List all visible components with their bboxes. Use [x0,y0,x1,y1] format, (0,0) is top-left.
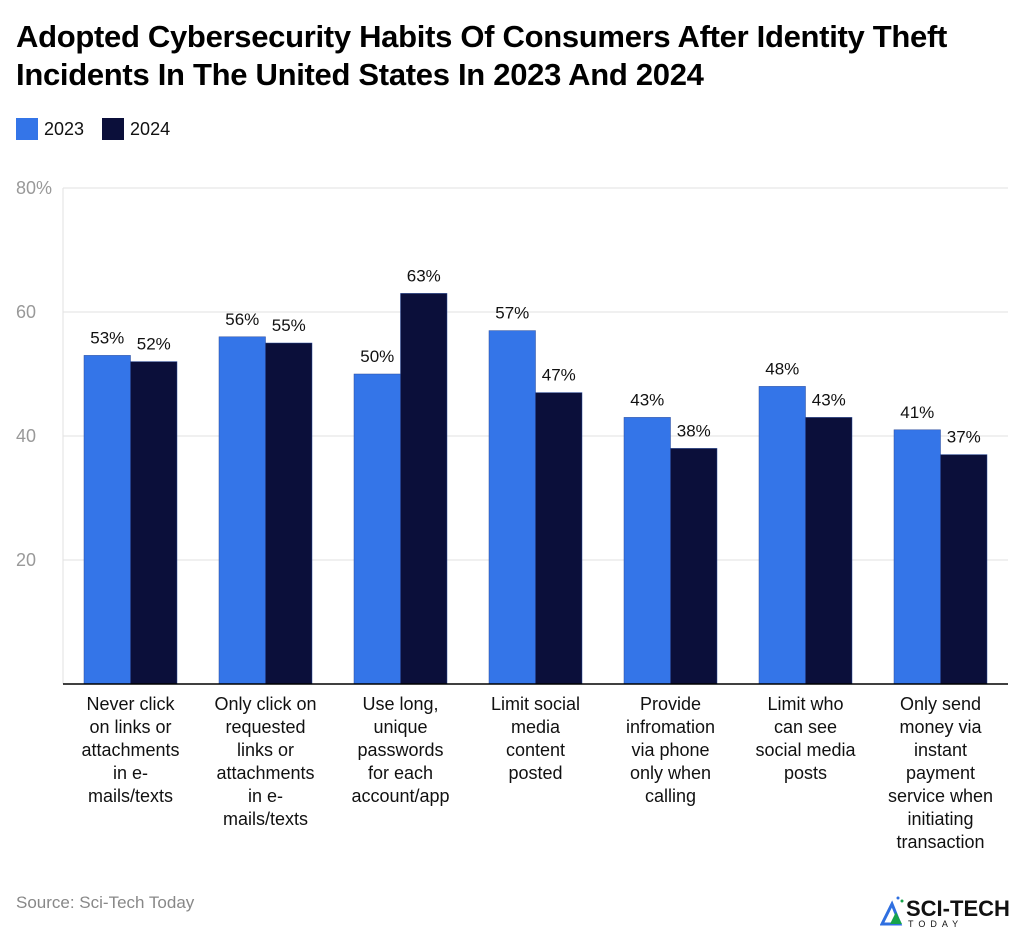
x-tick-label: media [511,717,561,737]
x-tick-label: content [506,740,565,760]
svg-text:SCI-TECH: SCI-TECH [906,896,1010,921]
x-tick-label: only when [630,763,711,783]
source-note: Source: Sci-Tech Today [16,893,195,912]
legend: 2023 2024 [16,118,170,140]
x-tick-label: attachments [216,763,314,783]
svg-text:TODAY: TODAY [908,919,963,928]
bar-2024 [130,361,178,685]
x-tick-label: via phone [631,740,709,760]
x-tick-label: instant [914,740,967,760]
data-label: 57% [495,304,529,323]
bar-chart: 20 40 60 80% 53% 52% Never click on links or att… [16,178,1008,852]
data-label: 63% [407,266,441,285]
x-tick-label: requested [225,717,305,737]
data-label: 48% [765,359,799,378]
legend-swatch-2023 [16,118,38,140]
legend-swatch-2024 [102,118,125,140]
bar-2023 [488,330,536,685]
bar-2023 [83,355,131,685]
x-tick-label: passwords [357,740,443,760]
y-tick-label: 60 [16,302,36,322]
data-label: 56% [225,310,259,329]
x-tick-label: Only send [900,694,981,714]
x-tick-label: calling [645,786,696,806]
data-label: 37% [947,428,981,447]
x-tick-label: service when [888,786,993,806]
legend-item-2023: 2023 [16,118,84,140]
bar-2024 [265,342,313,685]
x-tick-label: transaction [896,832,984,852]
x-tick-label: posts [784,763,827,783]
x-tick-label: mails/texts [88,786,173,806]
x-tick-label: infromation [626,717,715,737]
x-tick-label: links or [237,740,294,760]
x-tick-label: in e- [248,786,283,806]
y-tick-label: 80% [16,178,52,198]
x-tick-label: on links or [89,717,171,737]
x-tick-label: Limit who [767,694,843,714]
x-tick-label: Only click on [214,694,316,714]
bar-2024 [940,454,988,685]
bar-2023 [758,386,806,685]
bar-2023 [623,417,671,685]
data-label: 41% [900,403,934,422]
bar-2024 [805,417,853,685]
data-label: 47% [542,366,576,385]
data-label: 38% [677,421,711,440]
bar-2023 [353,373,401,685]
x-tick-label: unique [373,717,427,737]
bar-2023 [893,429,941,685]
x-tick-label: payment [906,763,975,783]
x-tick-label: Limit social [491,694,580,714]
x-tick-label: posted [508,763,562,783]
bar-2024 [400,293,448,685]
data-label: 53% [90,328,124,347]
x-tick-label: can see [774,717,837,737]
data-label: 43% [630,390,664,409]
bar-2024 [535,392,583,685]
y-tick-label: 20 [16,550,36,570]
chart-title: Adopted Cybersecurity Habits Of Consumer… [16,19,948,92]
legend-item-2024: 2024 [102,118,170,140]
legend-label: 2024 [130,118,171,139]
x-tick-label: mails/texts [223,809,308,829]
bar-2024 [670,448,718,685]
x-tick-label: in e- [113,763,148,783]
bar-2023 [218,336,266,685]
x-tick-label: Never click [86,694,175,714]
x-tick-label: initiating [907,809,973,829]
data-label: 55% [272,316,306,335]
x-tick-label: Provide [640,694,701,714]
x-tick-label: for each [368,763,433,783]
x-tick-label: social media [755,740,856,760]
legend-label: 2023 [44,118,85,139]
x-tick-label: money via [899,717,982,737]
x-tick-label: account/app [351,786,449,806]
data-label: 43% [812,390,846,409]
y-tick-label: 40 [16,426,36,446]
sci-tech-today-logo: SCI-TECH TODAY [880,896,1010,928]
data-label: 50% [360,347,394,366]
x-tick-label: Use long, [362,694,438,714]
x-tick-label: attachments [81,740,179,760]
data-label: 52% [137,335,171,354]
